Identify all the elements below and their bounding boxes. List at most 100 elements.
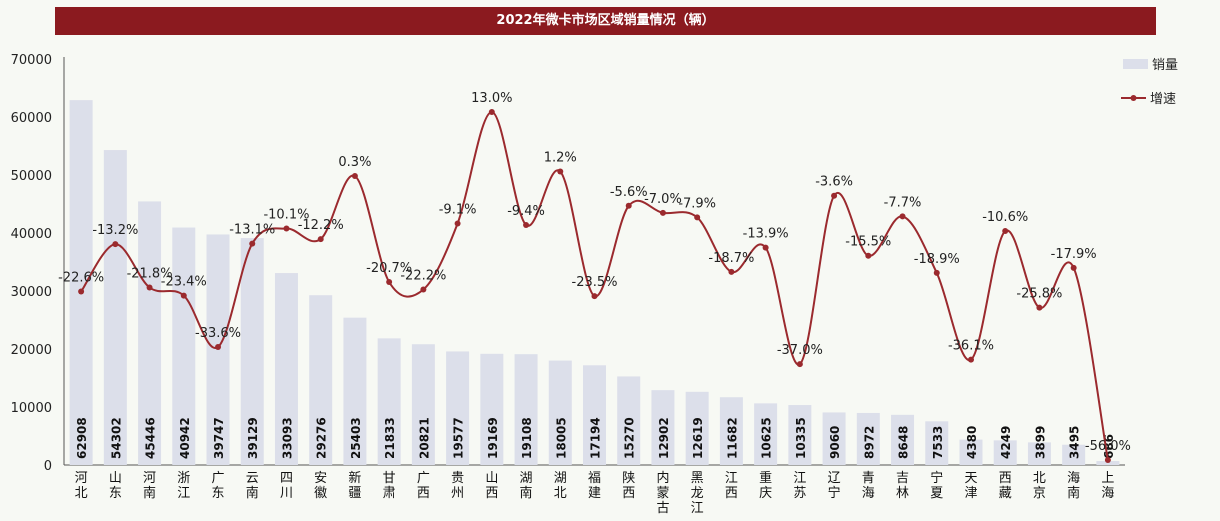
growth-label: -12.2% [298, 218, 344, 233]
category-label: 川 [280, 486, 293, 501]
growth-point [180, 292, 187, 299]
category-label: 蒙 [656, 486, 669, 501]
chart-title: 2022年微卡市场区域销量情况（辆） [55, 7, 1156, 35]
growth-point [796, 361, 803, 368]
y-tick-label: 0 [44, 459, 52, 474]
category-label: 江 [793, 471, 806, 486]
growth-label: -37.0% [777, 343, 823, 358]
bar-value-label: 40942 [178, 417, 192, 459]
bar-value-label: 25403 [349, 417, 363, 459]
category-label: 辽 [828, 471, 841, 486]
growth-point [420, 286, 427, 293]
growth-label: -33.6% [195, 326, 241, 341]
growth-label: -20.7% [366, 261, 412, 276]
bar [514, 354, 538, 465]
growth-label: -17.9% [1051, 247, 1097, 262]
bar [446, 351, 470, 465]
growth-label: -21.8% [127, 267, 173, 282]
category-label: 浙 [177, 471, 190, 486]
bar [69, 100, 93, 465]
growth-label: -7.0% [644, 192, 682, 207]
category-label: 庆 [759, 486, 772, 501]
category-label: 四 [280, 471, 293, 486]
growth-point [625, 202, 632, 209]
category-label: 夏 [930, 486, 943, 501]
bar-value-label: 20821 [417, 417, 431, 459]
bar [240, 238, 264, 465]
category-label: 云 [246, 471, 259, 486]
category-label: 林 [896, 486, 909, 501]
category-label: 西 [622, 486, 635, 501]
y-tick-label: 70000 [11, 53, 52, 68]
category-label: 古 [656, 501, 669, 516]
category-label: 黑 [691, 471, 704, 486]
category-label: 广 [417, 471, 430, 486]
growth-label: -18.9% [914, 252, 960, 267]
category-label: 江 [177, 486, 190, 501]
bar-value-label: 19169 [486, 417, 500, 459]
category-label: 南 [1067, 485, 1080, 501]
category-label: 宁 [828, 485, 841, 501]
category-label: 海 [1101, 486, 1114, 501]
bar-value-label: 39129 [246, 417, 260, 459]
category-label: 西 [725, 486, 738, 501]
bar [856, 412, 880, 465]
bar [822, 412, 846, 465]
growth-label: 0.3% [338, 155, 371, 170]
growth-label: -23.4% [161, 275, 207, 290]
growth-point [283, 225, 290, 232]
growth-label: -15.5% [845, 235, 891, 250]
growth-label: -25.8% [1016, 287, 1062, 302]
growth-point [899, 213, 906, 220]
category-label: 青 [862, 471, 875, 486]
bar [754, 403, 778, 465]
growth-label: -13.2% [92, 223, 138, 238]
growth-label: -22.2% [400, 269, 446, 284]
bar-value-label: 3899 [1033, 426, 1047, 459]
category-label: 南 [143, 485, 156, 501]
growth-point [831, 192, 838, 199]
bar [959, 439, 983, 465]
bar-value-label: 12902 [657, 417, 671, 459]
bar [377, 338, 401, 465]
y-tick-label: 10000 [11, 401, 52, 416]
bar [343, 317, 367, 465]
category-label: 海 [1067, 471, 1080, 486]
bar-value-label: 19108 [520, 417, 534, 459]
bar-value-label: 12619 [691, 417, 705, 459]
growth-point [865, 252, 872, 259]
bar [411, 344, 435, 465]
bar [1027, 442, 1051, 465]
category-label: 海 [862, 486, 875, 501]
category-label: 内 [656, 470, 669, 486]
category-label: 陕 [622, 471, 635, 486]
category-label: 福 [588, 471, 601, 486]
bar-value-label: 18005 [554, 417, 568, 459]
growth-label: -10.6% [982, 210, 1028, 225]
bar-value-label: 10335 [794, 417, 808, 459]
growth-point [146, 284, 153, 291]
growth-point [78, 288, 85, 295]
growth-point [488, 109, 495, 115]
category-label: 上 [1101, 471, 1114, 486]
growth-label: -10.1% [263, 208, 309, 223]
bar-value-label: 39747 [212, 417, 226, 459]
category-label: 甘 [383, 471, 396, 486]
growth-point [591, 293, 598, 300]
bar [685, 391, 709, 465]
growth-point [1104, 457, 1111, 463]
category-label: 藏 [999, 486, 1012, 501]
growth-label: 13.0% [471, 91, 512, 106]
growth-label: -23.5% [572, 275, 618, 290]
bar-value-label: 10625 [760, 417, 774, 459]
y-tick-label: 50000 [11, 169, 52, 184]
category-label: 江 [691, 501, 704, 516]
category-label: 西 [417, 486, 430, 501]
growth-point [523, 221, 530, 228]
category-label: 南 [246, 485, 259, 501]
bar [993, 440, 1017, 465]
legend-line-label: 增速 [1150, 92, 1176, 107]
bar-value-label: 9060 [828, 426, 842, 459]
category-label: 北 [75, 486, 88, 501]
category-label: 重 [759, 470, 772, 486]
